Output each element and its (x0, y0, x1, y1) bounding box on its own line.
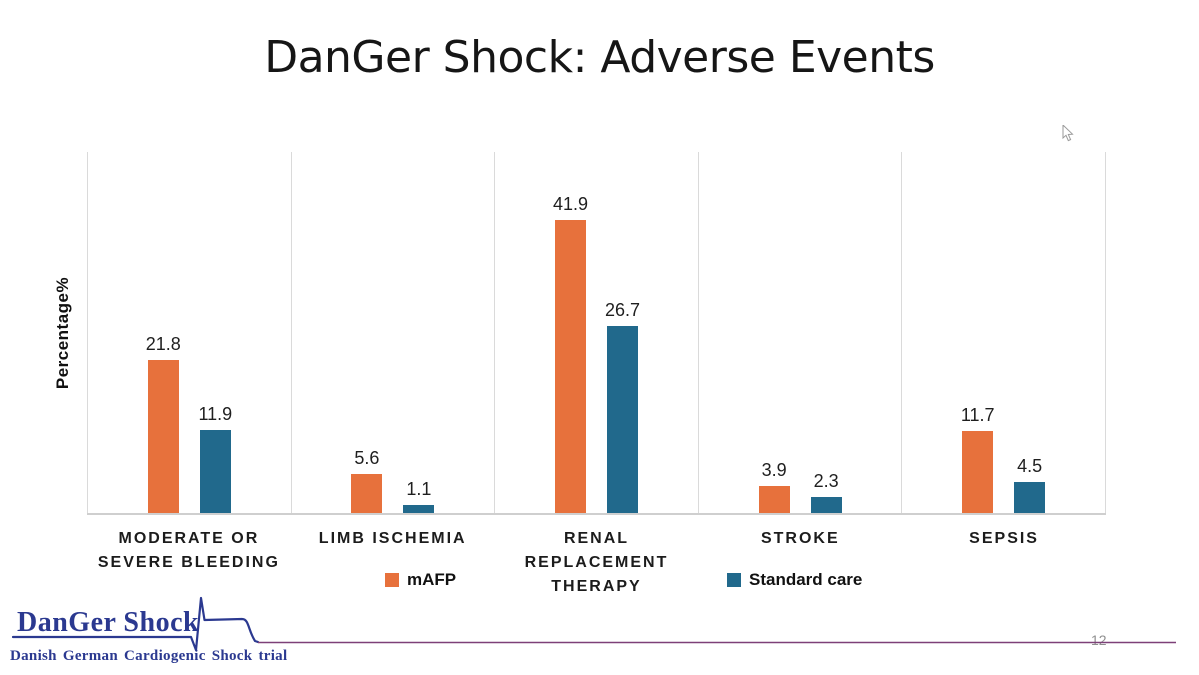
category-label-limb-ischemia: LIMB ISCHEMIA (318, 530, 467, 547)
bar-value-label: 5.6 (354, 447, 380, 468)
bar-mafp-renal-replacement-therapy: 41.9 (553, 194, 588, 513)
category-label-stroke: STROKE (760, 530, 840, 547)
bar-chart-plot-area: 21.8 11.9 5.6 1.1 41.9 26.7 3.9 2.3 11.7 4.5 (87, 152, 1106, 515)
bar-value-label: 26.7 (604, 300, 641, 321)
legend-swatch-mafp (385, 573, 399, 587)
category-panel-limb-ischemia: 5.6 1.1 (290, 152, 495, 513)
category-label-moderate-or-severe-bleeding: MODERATE OR SEVERE BLEEDING (97, 530, 280, 571)
slide-title: DanGer Shock: Adverse Events (264, 32, 935, 83)
category-panel-stroke: 3.9 2.3 (697, 152, 902, 513)
category-label-renal-replacement-therapy: RENAL REPLACEMENT THERAPY (524, 530, 669, 595)
bar-standard-care-limb-ischemia: 1.1 (403, 479, 435, 513)
bar-standard-care-renal-replacement-therapy: 26.7 (605, 300, 640, 513)
category-labels-row: MODERATE OR SEVERE BLEEDING LIMB ISCHEMIA… (87, 527, 1106, 599)
bar-mafp-sepsis: 11.7 (961, 405, 995, 513)
bar-value-label: 41.9 (552, 193, 589, 214)
mouse-cursor-icon (1062, 125, 1074, 142)
logo-title: DanGer Shock (17, 607, 200, 638)
bar-value-label: 4.5 (1017, 455, 1043, 476)
bar-mafp-limb-ischemia: 5.6 (351, 448, 383, 513)
category-label-sepsis: SEPSIS (969, 530, 1039, 547)
bar-mafp-stroke: 3.9 (758, 460, 790, 513)
bar-value-label: 11.7 (960, 405, 995, 426)
bar-value-label: 11.9 (198, 403, 233, 424)
legend-label: mAFP (407, 570, 457, 589)
y-axis-label: Percentage% (53, 276, 72, 390)
page-number: 12 (1091, 632, 1107, 648)
legend-label: Standard care (749, 570, 863, 589)
category-panel-renal-replacement-therapy: 41.9 26.7 (494, 152, 698, 513)
legend-item-mafp: mAFP (385, 570, 456, 590)
bar-mafp-moderate-or-severe-bleeding: 21.8 (146, 334, 181, 513)
bar-value-label: 2.3 (813, 470, 839, 491)
bar-standard-care-stroke: 2.3 (810, 471, 842, 513)
bar-value-label: 21.8 (145, 334, 181, 355)
bar-standard-care-moderate-or-severe-bleeding: 11.9 (198, 404, 232, 513)
logo-subtitle: Danish German Cardiogenic Shock trial (10, 648, 288, 664)
bar-value-label: 1.1 (406, 479, 432, 500)
bar-value-label: 3.9 (761, 459, 787, 480)
category-panel-sepsis: 11.7 4.5 (901, 152, 1106, 513)
bar-standard-care-sepsis: 4.5 (1014, 456, 1046, 513)
legend-item-standard-care: Standard care (727, 570, 862, 590)
legend-swatch-standard-care (727, 573, 741, 587)
category-panel-moderate-or-severe-bleeding: 21.8 11.9 (87, 152, 291, 513)
